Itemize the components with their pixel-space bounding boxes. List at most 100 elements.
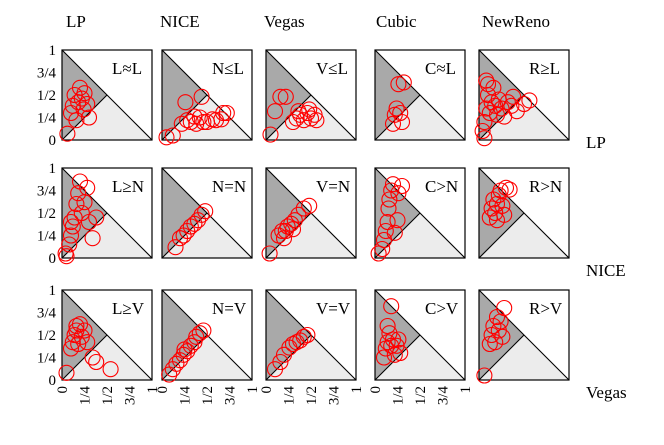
data-point (384, 176, 402, 193)
shaded-region-lower (375, 335, 465, 380)
data-point (102, 361, 119, 378)
y-tick-label: 1/2 (37, 88, 56, 104)
data-point (173, 115, 190, 132)
panel-nice-vs-lp: L≥N (57, 167, 153, 265)
data-point (71, 79, 89, 96)
data-point (299, 326, 316, 344)
data-point (381, 191, 398, 208)
panel-frame (161, 49, 253, 141)
data-point (386, 224, 403, 241)
y-tick-label: 3/4 (37, 184, 57, 200)
panel-frame (374, 167, 466, 259)
panel-label: R≥L (529, 59, 560, 78)
panel-frame (61, 49, 153, 141)
x-tick-label: 1/4 (282, 386, 298, 406)
data-point (474, 122, 491, 140)
data-point (388, 337, 405, 354)
panel-nice-vs-newreno: R>N (478, 167, 570, 259)
x-tick-label: 1/2 (200, 386, 216, 405)
panel-frame (265, 167, 357, 259)
panel-label: R>N (529, 177, 562, 196)
data-point (61, 236, 78, 253)
data-point (393, 177, 411, 195)
shaded-region-lower (375, 95, 465, 140)
shaded-region-lower (266, 335, 356, 380)
panel-nice-vs-nice: N=N (161, 167, 253, 259)
equality-line (161, 212, 208, 259)
shaded-region-lower (62, 335, 152, 380)
panel-label: C≈L (425, 59, 456, 78)
y-axis-ticks: 1 3/4 1/2 1/4 0 1 3/4 1/2 1/4 0 1 3/4 1/2 1/4 0 (37, 43, 57, 389)
column-title-nice: NICE (160, 12, 200, 31)
data-point (375, 349, 393, 366)
data-point (272, 88, 289, 105)
data-point (392, 344, 409, 362)
data-point (395, 74, 412, 91)
data-point (262, 126, 279, 143)
x-tick-label: 0 (155, 386, 171, 394)
panel-lp-vs-lp: L≈L (59, 49, 153, 142)
data-point (59, 125, 76, 142)
panel-frame (478, 167, 570, 259)
data-point (75, 101, 92, 118)
panel-label: N=N (212, 177, 246, 196)
data-point (79, 334, 96, 351)
panel-label: V=N (316, 177, 350, 196)
data-point (58, 248, 75, 265)
data-point (76, 322, 93, 339)
data-point (62, 227, 80, 244)
data-point (388, 100, 405, 117)
y-tick-label: 1 (49, 43, 57, 59)
data-point (167, 239, 184, 256)
data-point (79, 95, 96, 113)
y-tick-label: 1/4 (37, 229, 57, 245)
equality-line (478, 334, 525, 381)
data-point (493, 100, 510, 117)
data-point (503, 97, 520, 114)
x-tick-label: 3/4 (123, 386, 139, 406)
equality-line (374, 212, 421, 259)
panel-frame (161, 289, 253, 381)
shaded-region-upper (479, 290, 524, 380)
column-title-vegas: Vegas (264, 12, 305, 31)
data-point (301, 101, 318, 118)
x-tick-label: 1/2 (413, 386, 429, 405)
data-point (164, 127, 181, 144)
equality-line (61, 94, 108, 141)
data-point (383, 298, 400, 315)
panel-vegas-vs-cubic: C>V (374, 289, 466, 381)
data-point (272, 353, 289, 371)
equality-line (374, 334, 421, 381)
data-point (195, 113, 212, 131)
panel-frame (265, 289, 357, 381)
data-point (496, 299, 513, 317)
x-tick-label: 1/4 (178, 386, 194, 406)
panel-label: L≥N (112, 177, 144, 196)
x-tick-label: 3/4 (436, 386, 452, 406)
x-tick-label: 1/2 (304, 386, 320, 405)
x-tick-label: 0 (55, 386, 71, 394)
data-point (68, 195, 85, 213)
shaded-region-lower (162, 335, 252, 380)
data-point (80, 109, 98, 126)
column-title-lp: LP (66, 12, 86, 31)
y-tick-label: 1/2 (37, 206, 56, 222)
data-point (213, 111, 230, 128)
data-point (476, 367, 493, 384)
data-point (499, 94, 516, 111)
data-point (515, 95, 533, 113)
row-label-nice: NICE (586, 261, 626, 280)
data-point (390, 185, 407, 202)
column-titles: LP NICE Vegas Cubic NewReno (66, 12, 550, 31)
data-point (193, 88, 210, 105)
y-tick-label: 1/2 (37, 328, 56, 344)
x-tick-label: 1 (458, 386, 474, 394)
data-point (68, 317, 85, 335)
panel-lp-vs-nice: N≤L (158, 49, 253, 146)
equality-line (265, 334, 312, 381)
column-title-newreno: NewReno (482, 12, 550, 31)
data-point (301, 197, 318, 214)
y-tick-label: 1 (49, 161, 57, 177)
data-point (62, 213, 80, 231)
panel-lp-vs-newreno: R≥L (474, 49, 570, 147)
